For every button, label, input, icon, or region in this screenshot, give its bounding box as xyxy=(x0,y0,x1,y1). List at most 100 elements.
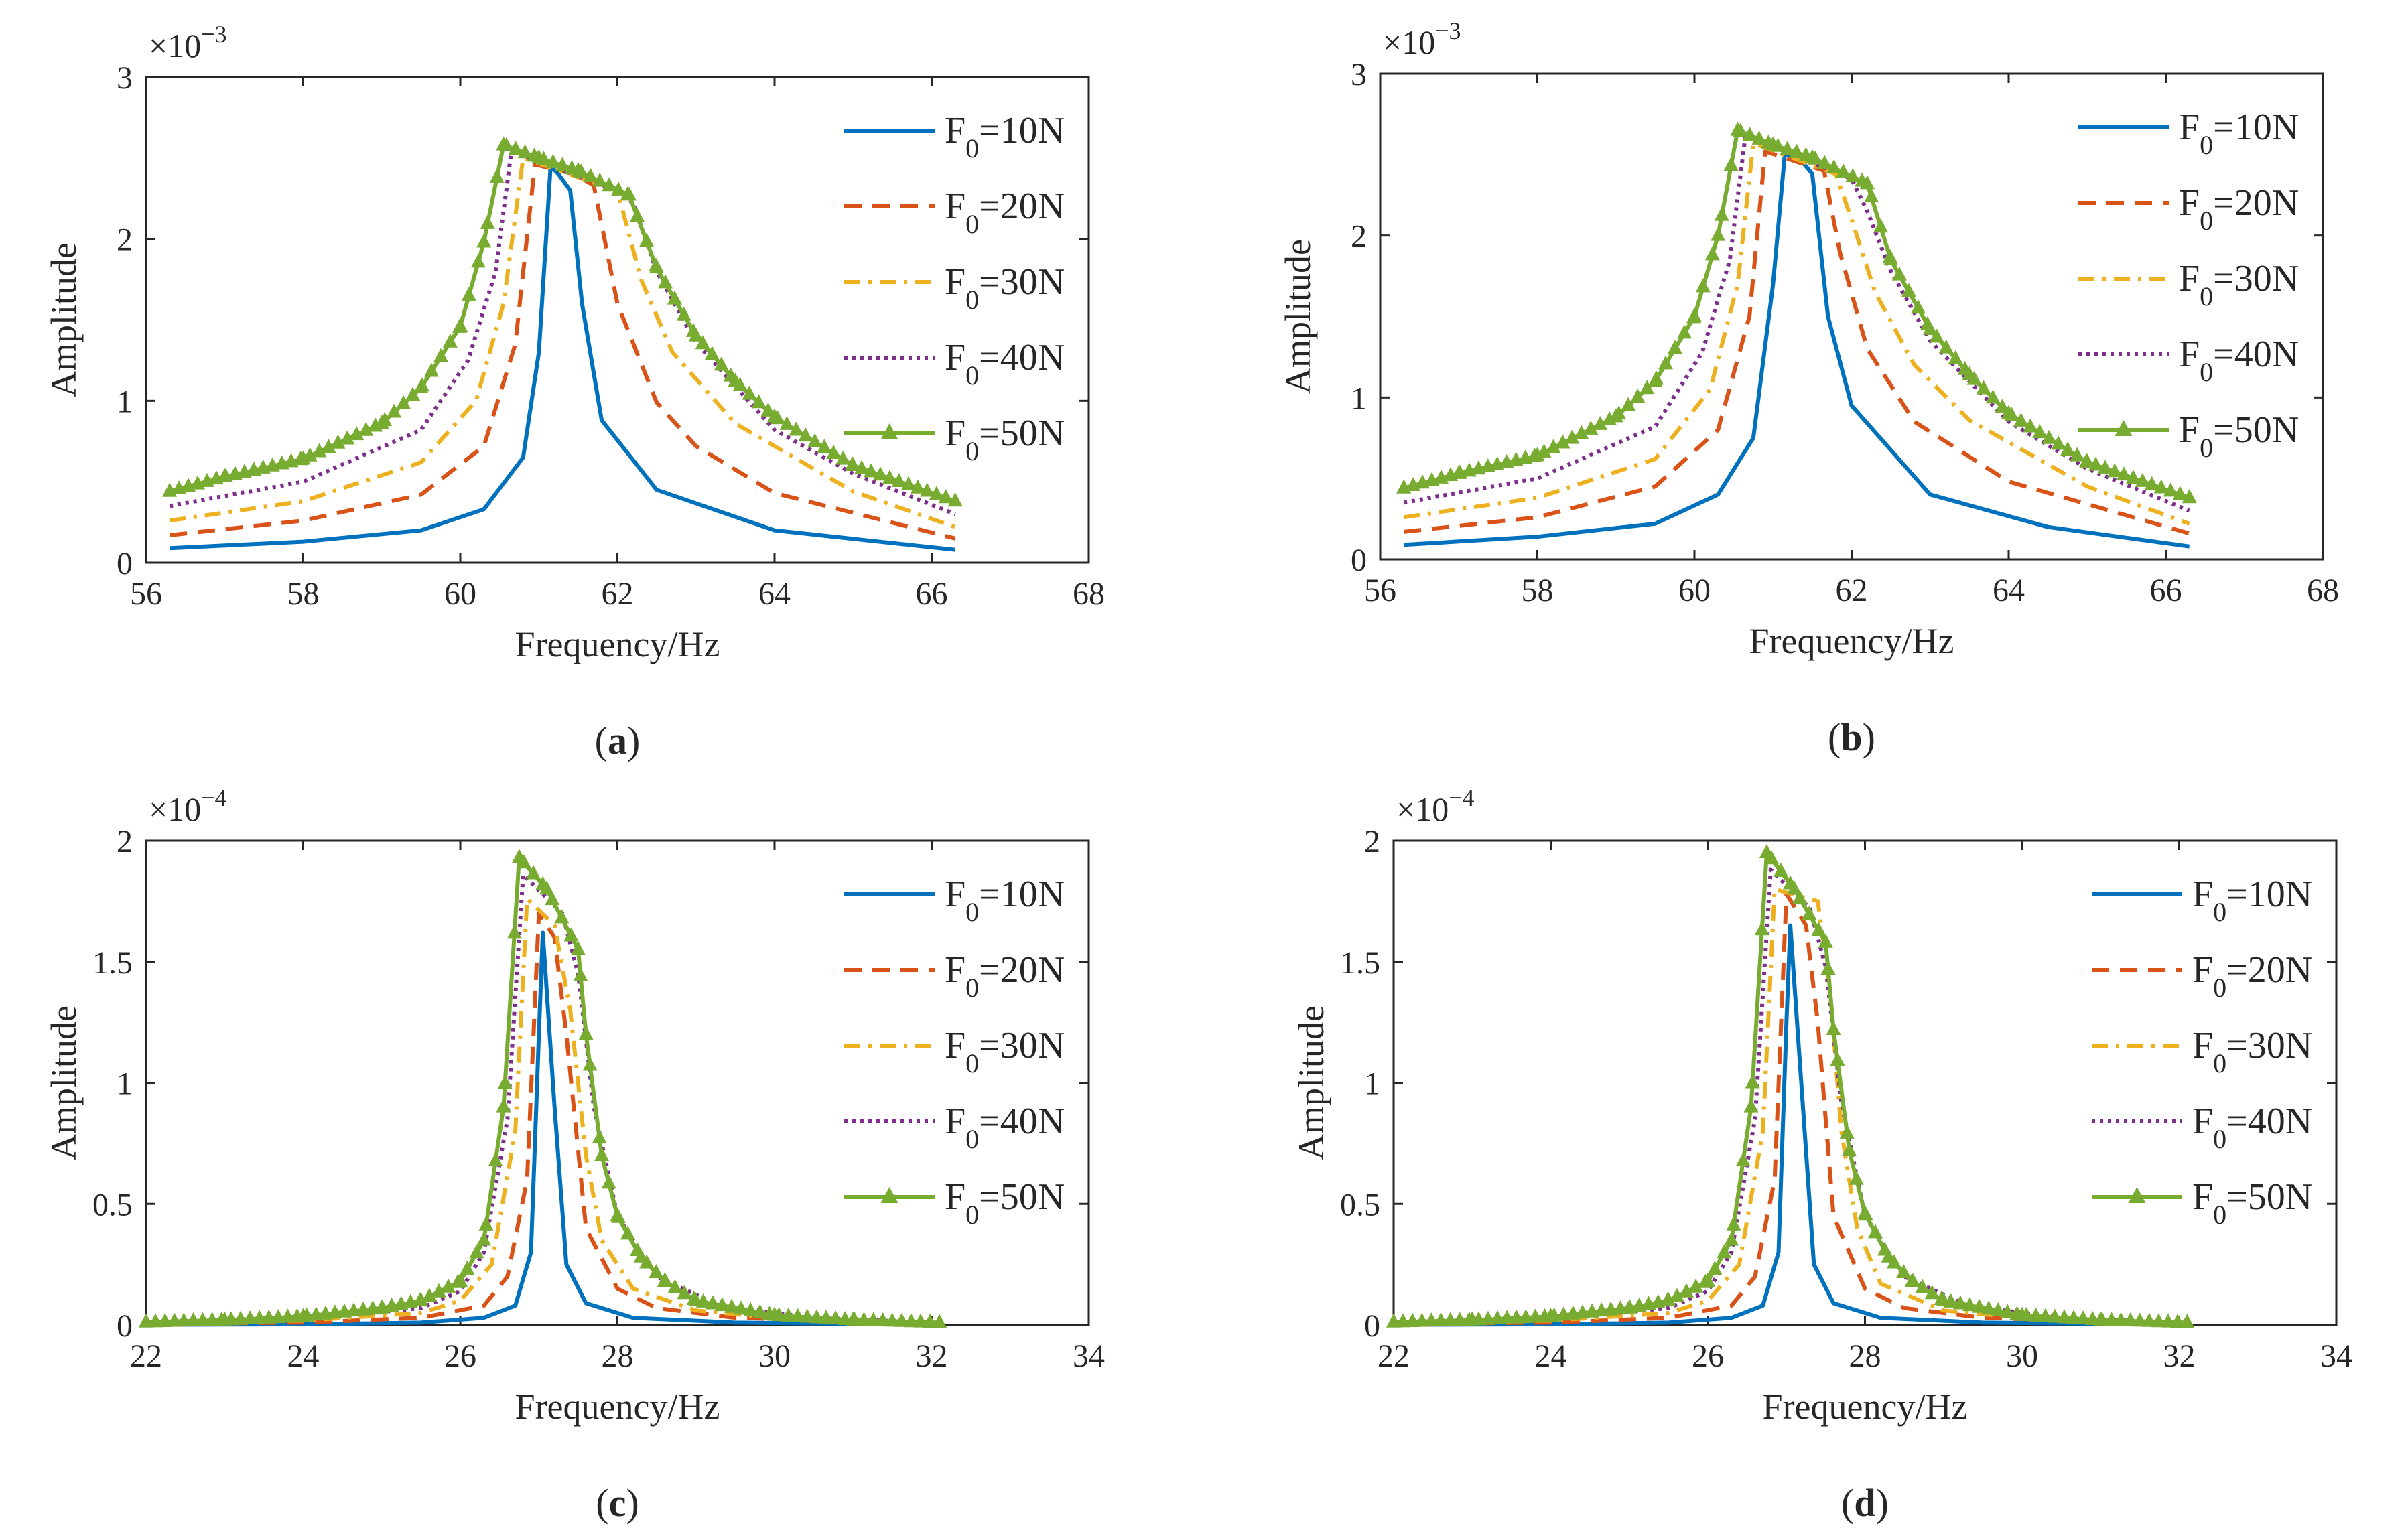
series-marker xyxy=(1735,1152,1751,1167)
series-marker xyxy=(582,1056,598,1071)
y-tick-label: 0.5 xyxy=(92,1187,133,1222)
series-data-point xyxy=(767,408,782,423)
series-data-point xyxy=(1857,1204,1873,1219)
series-marker xyxy=(1873,218,1889,233)
series-line-3 xyxy=(1393,887,2180,1326)
series-data-point xyxy=(511,849,527,863)
series-marker xyxy=(1630,388,1646,403)
legend-label-1: F0=10N xyxy=(2179,107,2299,160)
exponent-base: ×10 xyxy=(149,790,201,828)
series-marker xyxy=(1792,890,1808,904)
series-data-point xyxy=(846,1311,861,1326)
series-marker xyxy=(1424,1312,1439,1327)
series-marker xyxy=(1780,141,1795,155)
x-tick-label: 34 xyxy=(2320,1338,2352,1374)
legend-label-1: F0=10N xyxy=(2192,873,2312,927)
series-marker xyxy=(1726,1216,1741,1231)
legend-label-1: F0=10N xyxy=(945,110,1065,163)
series-data-point xyxy=(1743,1098,1759,1113)
series-marker xyxy=(583,167,598,182)
series-data-point xyxy=(688,327,704,342)
series-marker xyxy=(2141,1312,2157,1327)
legend-marker xyxy=(880,423,898,439)
series-marker xyxy=(2032,424,2048,439)
series-marker xyxy=(1845,168,1861,183)
legend-label-5: F0=50N xyxy=(2179,409,2299,463)
series-data-point xyxy=(217,1311,232,1326)
series-marker xyxy=(705,1295,720,1310)
series-data-point xyxy=(2001,405,2016,419)
series-marker xyxy=(913,1313,929,1328)
series-marker xyxy=(2116,466,2131,481)
series-marker xyxy=(1952,1295,1968,1310)
series-data-point xyxy=(2093,1311,2109,1326)
exponent-base: ×10 xyxy=(1383,23,1435,61)
series-marker xyxy=(1704,246,1720,261)
series-data-point xyxy=(1451,464,1467,479)
x-tick-label: 58 xyxy=(287,576,320,612)
series-marker xyxy=(349,426,364,441)
series-marker xyxy=(819,1310,834,1324)
y-axis-label: Amplitude xyxy=(44,1005,84,1160)
series-line-4 xyxy=(1403,133,2190,513)
series-marker xyxy=(545,891,560,906)
series-data-point xyxy=(1396,479,1412,494)
series-marker xyxy=(1679,1283,1694,1298)
series-marker xyxy=(1583,420,1599,435)
series-marker xyxy=(1518,1309,1534,1324)
series-marker xyxy=(1480,1310,1495,1325)
series-marker xyxy=(1723,156,1739,171)
series-marker xyxy=(742,385,757,400)
exponent-base: ×10 xyxy=(1396,790,1449,828)
series-data-point xyxy=(1826,1020,1841,1035)
series-marker xyxy=(2000,1304,2015,1318)
series-data-point xyxy=(1765,136,1781,151)
series-data-point xyxy=(728,372,743,387)
series-data-point xyxy=(1543,1308,1558,1322)
exponent-power: −4 xyxy=(201,784,226,811)
series-marker xyxy=(148,1313,163,1328)
series-marker xyxy=(919,482,935,497)
series-marker xyxy=(186,1312,201,1326)
series-marker xyxy=(657,274,673,289)
y-tick-label: 0 xyxy=(1351,543,1367,578)
series-marker xyxy=(442,333,458,348)
series-marker xyxy=(592,1129,607,1144)
series-marker xyxy=(938,489,953,504)
legend-marker xyxy=(2128,1187,2146,1203)
series-marker xyxy=(1864,188,1879,203)
legend-label-3: F0=30N xyxy=(2179,258,2299,311)
y-exponent-label: ×10−3 xyxy=(149,21,227,64)
series-data-point xyxy=(1465,1311,1480,1326)
series-marker xyxy=(1817,155,1832,169)
series-marker xyxy=(781,1307,796,1322)
series-data-point xyxy=(374,415,389,429)
series-line-1 xyxy=(1393,923,2180,1327)
x-tick-label: 60 xyxy=(444,576,476,612)
series-line-2 xyxy=(1403,149,2190,536)
series-data-point xyxy=(688,1291,704,1306)
series-marker xyxy=(1396,1313,1411,1328)
series-marker xyxy=(873,466,888,481)
series-marker xyxy=(826,445,842,460)
series-data-point xyxy=(1962,366,1977,380)
x-tick-label: 64 xyxy=(758,576,791,612)
series-marker xyxy=(611,181,626,196)
series-marker xyxy=(667,1279,683,1293)
series-data-point xyxy=(162,482,178,497)
y-tick-label: 2 xyxy=(1351,219,1367,255)
series-marker xyxy=(714,356,729,371)
series-marker xyxy=(2107,463,2123,478)
series-marker xyxy=(232,1310,248,1325)
series-data-point xyxy=(139,1313,153,1328)
series-marker xyxy=(1640,380,1655,395)
series-data-point xyxy=(1804,149,1820,163)
series-marker xyxy=(433,348,448,362)
series-marker xyxy=(2066,1310,2082,1324)
series-line-5 xyxy=(145,855,940,1325)
series-data-point xyxy=(2180,1314,2195,1328)
series-marker xyxy=(1849,1170,1864,1185)
series-marker xyxy=(1836,163,1851,178)
series-marker xyxy=(1981,1300,1997,1315)
x-tick-label: 66 xyxy=(2150,573,2182,608)
